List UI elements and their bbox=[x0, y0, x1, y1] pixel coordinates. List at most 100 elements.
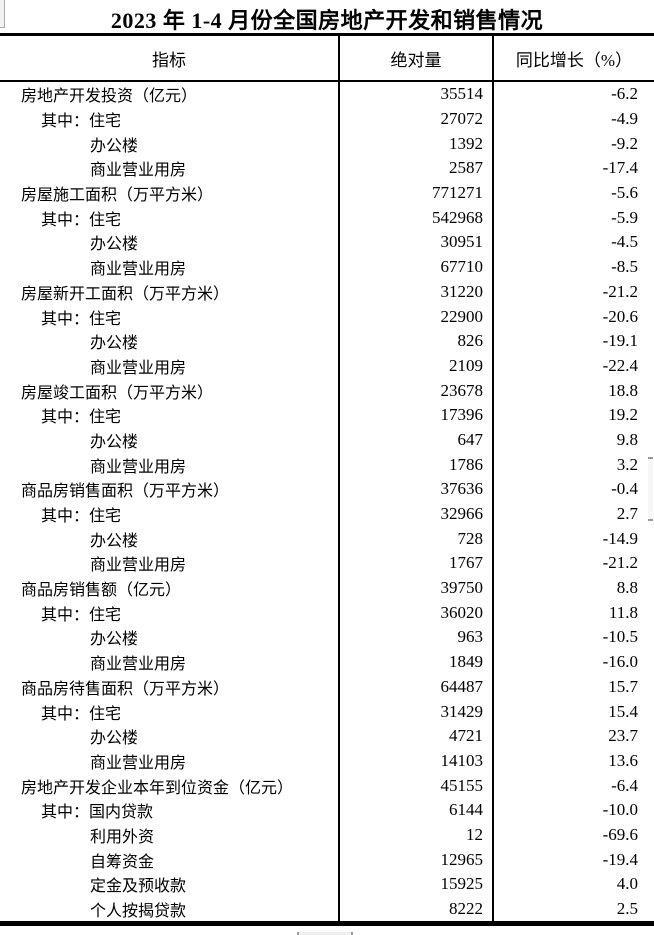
indicator-cell: 其中：住宅 bbox=[41, 310, 122, 328]
vertical-scrollbar-thumb[interactable] bbox=[648, 457, 653, 521]
indicator-cell: 房屋新开工面积（万平方米） bbox=[21, 285, 230, 303]
growth-cell: 8.8 bbox=[492, 575, 654, 601]
growth-cell: -16.0 bbox=[492, 649, 654, 675]
indicator-cell: 其中：国内贷款 bbox=[41, 804, 154, 822]
absolute-cell: 12 bbox=[338, 822, 492, 848]
table-row: 办公楼 647 9.8 bbox=[0, 427, 654, 453]
absolute-cell: 17396 bbox=[338, 402, 492, 428]
table-row: 商品房销售面积（万平方米） 37636 -0.4 bbox=[0, 477, 654, 502]
table-row: 其中：住宅 36020 11.8 bbox=[0, 600, 654, 626]
absolute-cell: 8222 bbox=[338, 896, 492, 922]
table-row: 商业营业用房 1767 -21.2 bbox=[0, 551, 654, 576]
table-row: 其中：住宅 27072 -4.9 bbox=[0, 106, 654, 132]
absolute-cell: 771271 bbox=[338, 180, 492, 206]
table-row: 商品房待售面积（万平方米） 64487 15.7 bbox=[0, 674, 654, 700]
page-title: 2023 年 1-4 月份全国房地产开发和销售情况 bbox=[110, 8, 544, 33]
absolute-cell: 37636 bbox=[338, 477, 492, 502]
indicator-cell: 房地产开发企业本年到位资金（亿元） bbox=[21, 779, 294, 797]
table-row: 其中：住宅 32966 2.7 bbox=[0, 501, 654, 527]
absolute-cell: 1767 bbox=[338, 551, 492, 576]
table-row: 商业营业用房 1849 -16.0 bbox=[0, 649, 654, 675]
table-row: 商业营业用房 67710 -8.5 bbox=[0, 254, 654, 280]
absolute-cell: 27072 bbox=[338, 106, 492, 132]
absolute-cell: 647 bbox=[338, 427, 492, 453]
table-row: 房地产开发企业本年到位资金（亿元） 45155 -6.4 bbox=[0, 773, 654, 798]
horizontal-scrollbar-thumb[interactable] bbox=[297, 932, 353, 935]
indicator-cell: 商业营业用房 bbox=[90, 162, 187, 180]
growth-cell: -6.4 bbox=[492, 773, 654, 798]
indicator-cell: 商业营业用房 bbox=[90, 261, 187, 279]
absolute-cell: 22900 bbox=[338, 304, 492, 329]
absolute-cell: 2587 bbox=[338, 156, 492, 181]
indicator-cell: 商品房待售面积（万平方米） bbox=[21, 680, 230, 698]
growth-cell: 15.4 bbox=[492, 699, 654, 724]
indicator-cell: 自筹资金 bbox=[90, 853, 155, 871]
growth-cell: 19.2 bbox=[492, 402, 654, 428]
indicator-cell: 办公楼 bbox=[90, 433, 139, 451]
absolute-cell: 36020 bbox=[338, 600, 492, 626]
indicator-cell: 办公楼 bbox=[90, 137, 139, 155]
absolute-cell: 39750 bbox=[338, 575, 492, 601]
growth-cell: 15.7 bbox=[492, 674, 654, 700]
absolute-cell: 15925 bbox=[338, 872, 492, 897]
indicator-cell: 办公楼 bbox=[90, 236, 139, 254]
indicator-cell: 个人按揭贷款 bbox=[90, 903, 187, 921]
absolute-cell: 963 bbox=[338, 625, 492, 650]
indicator-cell: 商品房销售面积（万平方米） bbox=[21, 483, 230, 501]
indicator-cell: 房屋施工面积（万平方米） bbox=[21, 187, 214, 205]
table-row: 办公楼 963 -10.5 bbox=[0, 625, 654, 650]
absolute-cell: 1786 bbox=[338, 452, 492, 477]
growth-cell: 9.8 bbox=[492, 427, 654, 453]
table-row: 商业营业用房 2109 -22.4 bbox=[0, 353, 654, 379]
growth-cell: 2.7 bbox=[492, 501, 654, 527]
absolute-cell: 35514 bbox=[338, 82, 492, 107]
table-row: 办公楼 1392 -9.2 bbox=[0, 131, 654, 157]
column-header-indicator: 指标 bbox=[152, 50, 186, 70]
table-row: 办公楼 30951 -4.5 bbox=[0, 230, 654, 255]
indicator-cell: 商业营业用房 bbox=[90, 754, 187, 772]
indicator-cell: 其中：住宅 bbox=[41, 606, 122, 624]
growth-cell: -5.6 bbox=[492, 180, 654, 206]
table-header-row: 指标 绝对量 同比增长（%） bbox=[0, 36, 654, 82]
table-row: 其中：住宅 22900 -20.6 bbox=[0, 304, 654, 329]
growth-cell: -4.9 bbox=[492, 106, 654, 132]
absolute-cell: 23678 bbox=[338, 378, 492, 403]
indicator-cell: 商品房销售额（亿元） bbox=[21, 582, 182, 600]
column-header-absolute-amount: 绝对量 bbox=[338, 36, 492, 80]
growth-cell: -69.6 bbox=[492, 822, 654, 848]
absolute-cell: 542968 bbox=[338, 205, 492, 231]
growth-cell: -5.9 bbox=[492, 205, 654, 231]
column-header-yoy-growth: 同比增长（%） bbox=[492, 36, 654, 80]
growth-cell: 23.7 bbox=[492, 723, 654, 749]
indicator-cell: 办公楼 bbox=[90, 335, 139, 353]
growth-cell: 3.2 bbox=[492, 452, 654, 477]
growth-cell: 2.5 bbox=[492, 896, 654, 922]
growth-cell: -9.2 bbox=[492, 131, 654, 157]
absolute-cell: 1392 bbox=[338, 131, 492, 157]
indicator-cell: 其中：住宅 bbox=[41, 705, 122, 723]
table-row: 办公楼 826 -19.1 bbox=[0, 328, 654, 354]
absolute-cell: 67710 bbox=[338, 254, 492, 280]
absolute-cell: 826 bbox=[338, 328, 492, 354]
absolute-cell: 728 bbox=[338, 526, 492, 552]
table-row: 商品房销售额（亿元） 39750 8.8 bbox=[0, 575, 654, 601]
table-row: 办公楼 728 -14.9 bbox=[0, 526, 654, 552]
indicator-cell: 办公楼 bbox=[90, 730, 139, 748]
absolute-cell: 32966 bbox=[338, 501, 492, 527]
absolute-cell: 2109 bbox=[338, 353, 492, 379]
table-row: 个人按揭贷款 8222 2.5 bbox=[0, 896, 654, 922]
absolute-cell: 4721 bbox=[338, 723, 492, 749]
table-row: 商业营业用房 1786 3.2 bbox=[0, 452, 654, 477]
absolute-cell: 6144 bbox=[338, 797, 492, 823]
indicator-cell: 利用外资 bbox=[90, 828, 155, 846]
absolute-cell: 64487 bbox=[338, 674, 492, 700]
growth-cell: -20.6 bbox=[492, 304, 654, 329]
growth-cell: -21.2 bbox=[492, 279, 654, 305]
growth-cell: -21.2 bbox=[492, 551, 654, 576]
table-body: 房地产开发投资（亿元） 35514 -6.2 其中：住宅 27072 -4.9 … bbox=[0, 82, 654, 922]
indicator-cell: 房屋竣工面积（万平方米） bbox=[21, 384, 214, 402]
scrollbar-fragment-top-left[interactable] bbox=[0, 0, 5, 28]
table-row: 其中：住宅 31429 15.4 bbox=[0, 699, 654, 724]
growth-cell: 13.6 bbox=[492, 748, 654, 774]
growth-cell: -19.4 bbox=[492, 847, 654, 872]
